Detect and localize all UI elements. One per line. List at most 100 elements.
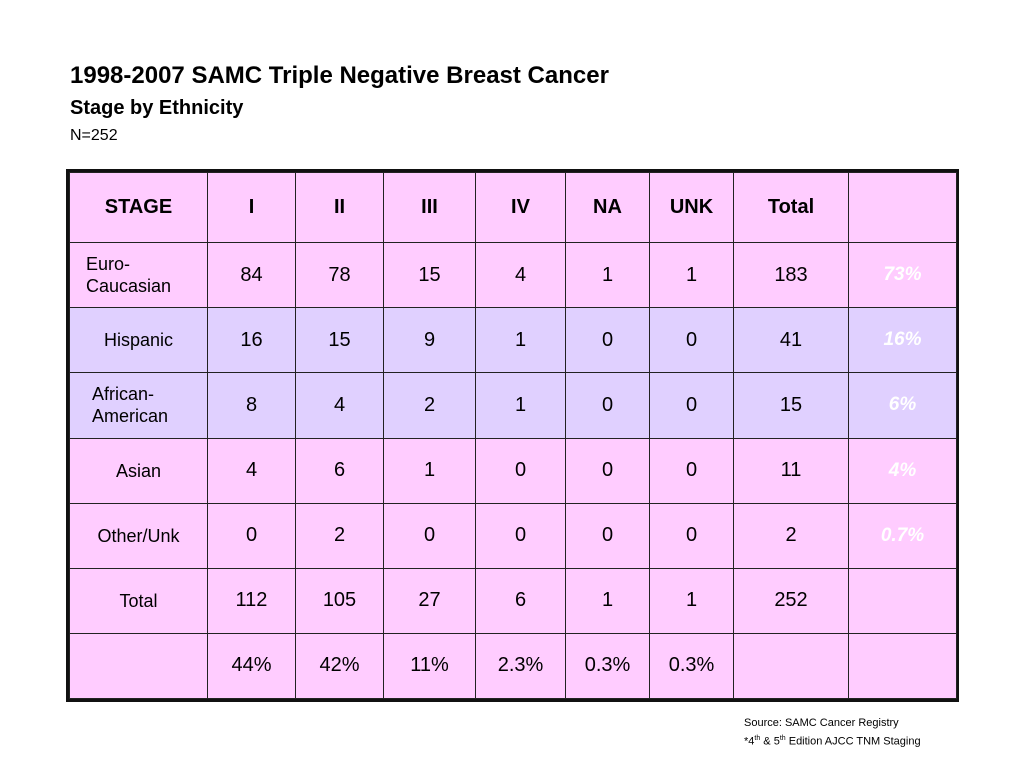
row-percent-cell: 4% — [848, 437, 957, 504]
row-percent-cell: 73% — [848, 242, 957, 309]
table-cell: 105 — [295, 567, 384, 634]
row-label: Total — [69, 567, 208, 634]
column-header: III — [383, 171, 476, 244]
table-cell: 2 — [295, 502, 384, 569]
table-cell: 1 — [649, 567, 734, 634]
table-cell: 41 — [733, 307, 849, 374]
stage-by-ethnicity-table-frame: STAGE I II III IV NA UNK Total Euro- Cauc… — [66, 169, 959, 702]
table-cell: 8 — [207, 372, 296, 439]
table-cell: 252 — [733, 567, 849, 634]
table-cell: 11 — [733, 437, 849, 504]
table-cell: 0 — [649, 437, 734, 504]
table-cell: 6 — [475, 567, 566, 634]
row-label: Asian — [69, 437, 208, 504]
table-cell: 4 — [475, 242, 566, 309]
table-cell: 1 — [565, 567, 650, 634]
table-cell: 2 — [733, 502, 849, 569]
row-label-line: Other/Unk — [97, 525, 180, 546]
table-cell: 44% — [207, 632, 296, 700]
table-cell: 2 — [383, 372, 476, 439]
staging-note-part: Edition AJCC TNM Staging — [785, 735, 921, 748]
superscript: th — [754, 735, 761, 742]
column-header: NA — [565, 171, 650, 244]
row-percent-cell — [848, 632, 957, 700]
table-cell: 0 — [207, 502, 296, 569]
column-header: Total — [733, 171, 849, 244]
row-label: Euro- Caucasian — [69, 242, 208, 309]
table-row: Hispanic 16 15 9 1 0 0 41 16% — [69, 307, 957, 374]
page-title: 1998-2007 SAMC Triple Negative Breast Ca… — [70, 62, 609, 89]
row-label-line: Hispanic — [103, 330, 174, 351]
row-percent-cell: 16% — [848, 307, 957, 374]
sample-size-label: N=252 — [70, 127, 118, 144]
row-label-line: African- — [92, 384, 155, 405]
table-row: Euro- Caucasian 84 78 15 4 1 1 183 73% — [69, 242, 957, 309]
row-label-line: Asian — [115, 460, 162, 481]
source-line: Source: SAMC Cancer Registry — [744, 717, 899, 729]
table-cell: 78 — [295, 242, 384, 309]
table-row: African- American 8 4 2 1 0 0 15 6% — [69, 372, 957, 439]
column-header: II — [295, 171, 384, 244]
column-header: UNK — [649, 171, 734, 244]
superscript: th — [779, 735, 786, 742]
table-cell: 112 — [207, 567, 296, 634]
row-label-line: Total — [119, 590, 158, 611]
staging-note-part: & 5 — [760, 735, 780, 748]
source-note: Source: SAMC Cancer Registry *4th & 5th … — [744, 716, 921, 750]
table-cell: 1 — [383, 437, 476, 504]
column-header: I — [207, 171, 296, 244]
row-percent-cell — [848, 567, 957, 634]
table-cell: 0.3% — [565, 632, 650, 700]
table-cell: 11% — [383, 632, 476, 700]
table-row: Other/Unk 0 2 0 0 0 0 2 0.7% — [69, 502, 957, 569]
table-cell: 1 — [565, 242, 650, 309]
table-cell: 15 — [383, 242, 476, 309]
staging-note: *4th & 5th Edition AJCC TNM Staging — [744, 731, 921, 750]
table-cell: 0 — [565, 502, 650, 569]
staging-note-part: *4 — [744, 735, 755, 748]
column-header — [848, 171, 957, 244]
table-cell: 6 — [295, 437, 384, 504]
row-label-line: Caucasian — [86, 276, 172, 297]
column-header: IV — [475, 171, 566, 244]
table-cell: 9 — [383, 307, 476, 374]
table-cell: 15 — [295, 307, 384, 374]
row-label — [69, 632, 208, 700]
table-row: 44% 42% 11% 2.3% 0.3% 0.3% — [69, 632, 957, 700]
row-label: African- American — [69, 372, 208, 439]
table-cell: 15 — [733, 372, 849, 439]
table-cell: 4 — [295, 372, 384, 439]
table-cell: 183 — [733, 242, 849, 309]
table-cell: 0.3% — [649, 632, 734, 700]
stage-by-ethnicity-table: STAGE I II III IV NA UNK Total Euro- Cauc… — [69, 171, 957, 700]
table-cell: 0 — [565, 437, 650, 504]
table-cell: 0 — [475, 502, 566, 569]
table-cell: 84 — [207, 242, 296, 309]
header-row: STAGE I II III IV NA UNK Total — [69, 171, 957, 244]
row-percent-cell: 6% — [848, 372, 957, 439]
table-cell — [733, 632, 849, 700]
row-percent-cell: 0.7% — [848, 502, 957, 569]
row-label-line: Euro- — [86, 254, 131, 275]
table-body: STAGE I II III IV NA UNK Total Euro- Cauc… — [69, 171, 957, 700]
table-row: Asian 4 6 1 0 0 0 11 4% — [69, 437, 957, 504]
table-cell: 0 — [565, 307, 650, 374]
table-cell: 16 — [207, 307, 296, 374]
table-cell: 0 — [649, 307, 734, 374]
table-cell: 1 — [475, 372, 566, 439]
column-header: STAGE — [69, 171, 208, 244]
row-label-line: American — [92, 406, 169, 427]
table-cell: 0 — [649, 372, 734, 439]
table-row: Total 112 105 27 6 1 1 252 — [69, 567, 957, 634]
table-cell: 42% — [295, 632, 384, 700]
row-label: Other/Unk — [69, 502, 208, 569]
table-cell: 1 — [649, 242, 734, 309]
table-cell: 0 — [649, 502, 734, 569]
table-cell: 0 — [565, 372, 650, 439]
page-subtitle: Stage by Ethnicity — [70, 97, 244, 119]
table-cell: 0 — [383, 502, 476, 569]
row-label: Hispanic — [69, 307, 208, 374]
table-cell: 1 — [475, 307, 566, 374]
table-cell: 4 — [207, 437, 296, 504]
table-cell: 2.3% — [475, 632, 566, 700]
